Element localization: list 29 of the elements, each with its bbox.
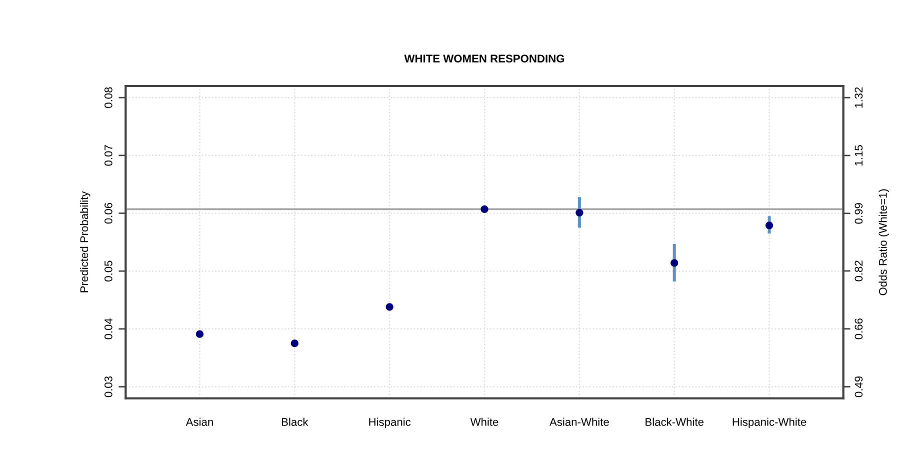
y-tick-label: 0.06 — [104, 202, 112, 224]
y2-tick-label: 1.15 — [854, 145, 863, 166]
y-tick-label: 0.03 — [104, 376, 112, 398]
point — [290, 340, 298, 348]
y2-tick-label: 0.49 — [854, 376, 863, 398]
x-tick-label: White — [470, 418, 498, 426]
y-tick-label: 0.07 — [104, 145, 112, 166]
x-tick-label: Asian — [186, 418, 213, 426]
x-tick-label: Asian-White — [550, 418, 609, 426]
y-tick-label: 0.05 — [104, 260, 112, 282]
point — [576, 208, 584, 216]
point — [670, 259, 678, 267]
y-axis-title: Predicted Probability — [80, 191, 90, 292]
y2-tick-label: 1.32 — [854, 87, 863, 108]
point — [196, 330, 204, 338]
y2-tick-label: 0.99 — [854, 203, 863, 224]
x-tick-label: Hispanic — [369, 418, 411, 428]
y-tick-label: 0.04 — [104, 318, 112, 340]
y2-axis-title: Odds Ratio (White=1) — [878, 189, 890, 296]
point — [765, 222, 774, 230]
point — [480, 205, 488, 214]
chart-title: WHITE WOMEN RESPONDING — [404, 54, 564, 63]
x-tick-label: Hispanic-White — [732, 418, 806, 428]
point — [386, 303, 394, 311]
x-tick-label: Black-White — [646, 418, 704, 426]
y-tick-label: 0.08 — [104, 87, 112, 108]
y2-tick-label: 0.82 — [854, 260, 863, 282]
y2-tick-label: 0.66 — [854, 318, 863, 340]
x-tick-label: Black — [282, 418, 308, 426]
